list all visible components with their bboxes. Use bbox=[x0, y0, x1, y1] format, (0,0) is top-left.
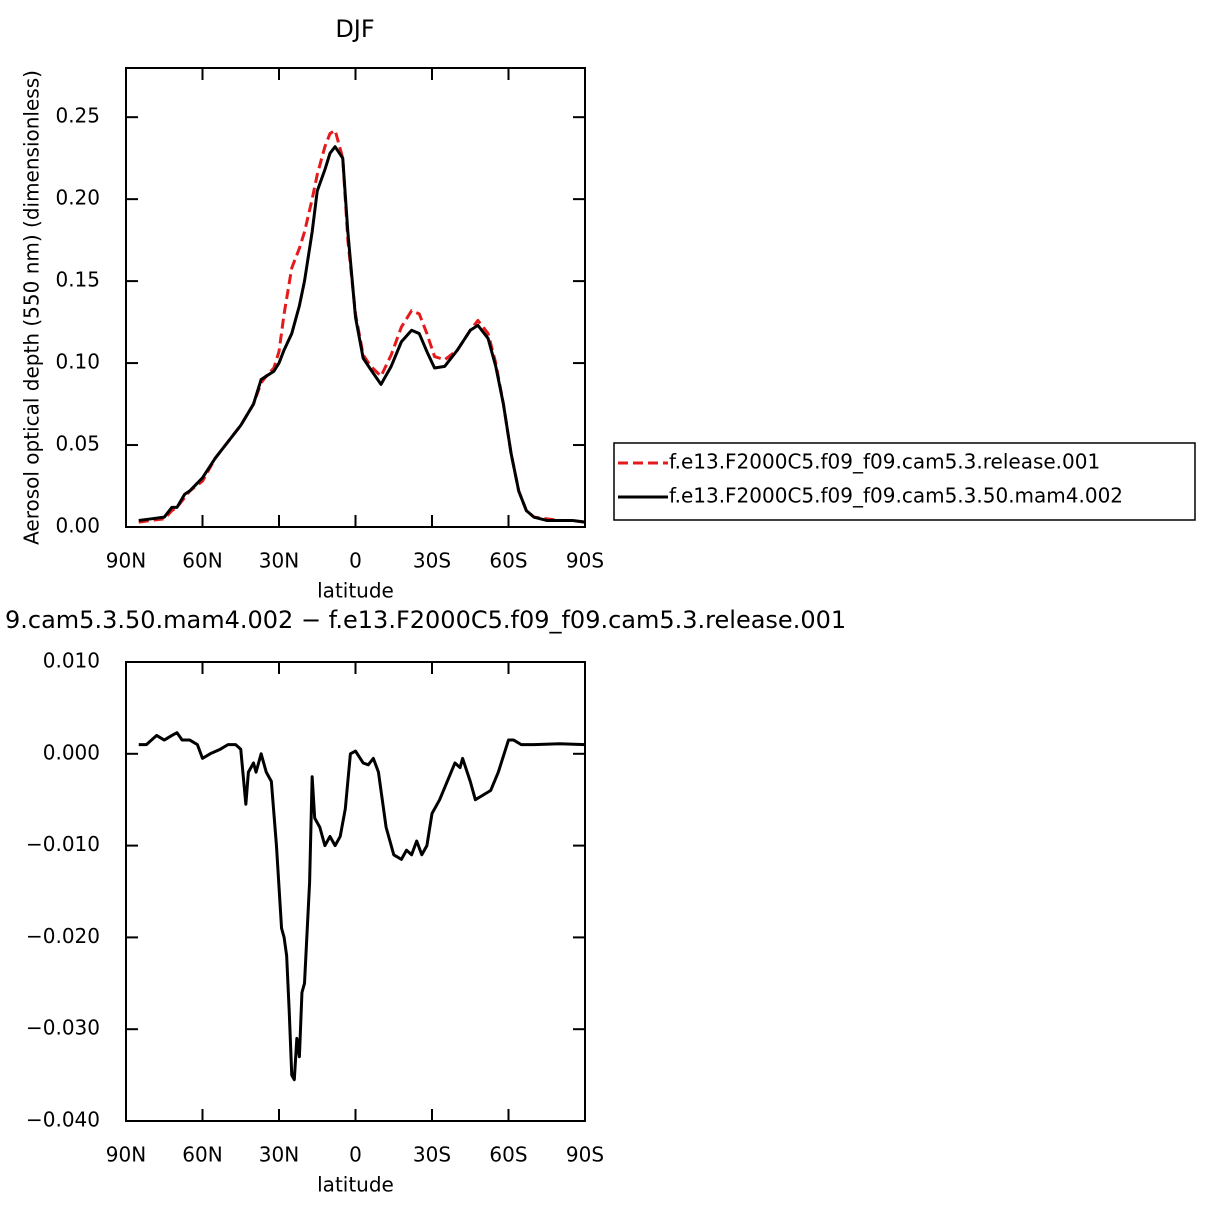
y-tick-label: 0.010 bbox=[43, 649, 100, 673]
x-tick-label: 60S bbox=[489, 1143, 527, 1167]
legend-box bbox=[613, 442, 1196, 521]
data-line bbox=[138, 128, 586, 524]
y-tick-label: 0.20 bbox=[55, 186, 100, 210]
x-tick-label: 60S bbox=[489, 549, 527, 573]
plot-frame bbox=[125, 661, 586, 1122]
y-tick-label: −0.030 bbox=[26, 1016, 100, 1040]
x-tick-label: 90S bbox=[566, 549, 604, 573]
x-tick-label: 60N bbox=[182, 1143, 222, 1167]
y-tick-label: −0.020 bbox=[26, 924, 100, 948]
x-tick-label: 0 bbox=[349, 1143, 362, 1167]
chart-title: DJF bbox=[335, 15, 374, 43]
y-tick-label: 0.000 bbox=[43, 740, 100, 764]
chart-title: 9.cam5.3.50.mam4.002 − f.e13.F2000C5.f09… bbox=[5, 606, 846, 634]
legend-label: f.e13.F2000C5.f09_f09.cam5.3.release.001 bbox=[669, 450, 1100, 474]
y-tick-label: 0.05 bbox=[55, 432, 100, 456]
y-tick-label: −0.010 bbox=[26, 832, 100, 856]
plot-frame bbox=[125, 67, 586, 528]
y-tick-label: 0.25 bbox=[55, 104, 100, 128]
y-axis-label: Aerosol optical depth (550 nm) (dimensio… bbox=[20, 70, 44, 545]
data-line bbox=[138, 145, 586, 524]
data-line bbox=[138, 731, 586, 1082]
y-tick-label: 0.15 bbox=[55, 268, 100, 292]
x-axis-label: latitude bbox=[317, 579, 394, 603]
x-tick-label: 90N bbox=[106, 549, 146, 573]
x-axis-label: latitude bbox=[317, 1173, 394, 1197]
x-tick-label: 30N bbox=[259, 549, 299, 573]
y-tick-label: −0.040 bbox=[26, 1108, 100, 1132]
x-tick-label: 90N bbox=[106, 1143, 146, 1167]
x-tick-label: 90S bbox=[566, 1143, 604, 1167]
y-tick-label: 0.00 bbox=[55, 514, 100, 538]
x-tick-label: 60N bbox=[182, 549, 222, 573]
y-tick-label: 0.10 bbox=[55, 350, 100, 374]
x-tick-label: 0 bbox=[349, 549, 362, 573]
x-tick-label: 30S bbox=[413, 549, 451, 573]
x-tick-label: 30N bbox=[259, 1143, 299, 1167]
legend-label: f.e13.F2000C5.f09_f09.cam5.3.50.mam4.002 bbox=[669, 484, 1123, 508]
x-tick-label: 30S bbox=[413, 1143, 451, 1167]
